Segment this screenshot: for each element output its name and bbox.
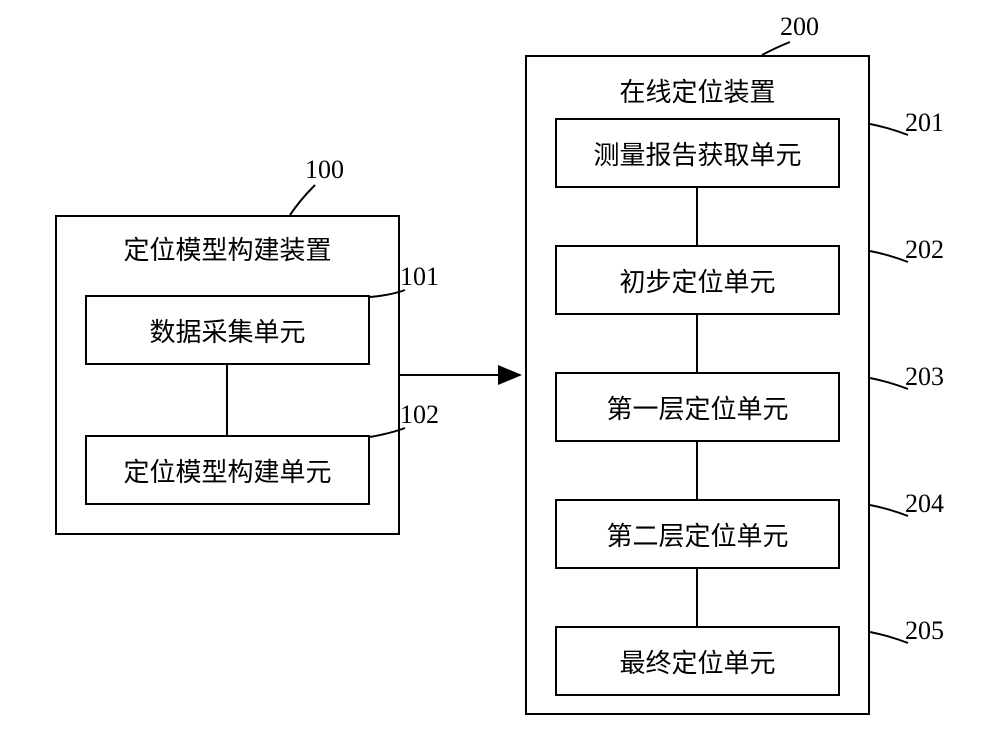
- box-201-text: 测量报告获取单元: [593, 135, 801, 172]
- box-204-text: 第二层定位单元: [606, 516, 788, 553]
- box-102: 定位模型构建单元: [85, 435, 370, 505]
- box-203-text: 第一层定位单元: [606, 389, 788, 426]
- box-205: 最终定位单元: [555, 626, 840, 696]
- label-203: 203: [905, 362, 944, 392]
- right-container-title: 在线定位装置: [545, 72, 850, 109]
- box-202: 初步定位单元: [555, 245, 840, 315]
- box-101-text: 数据采集单元: [149, 312, 305, 349]
- box-203: 第一层定位单元: [555, 372, 840, 442]
- box-102-text: 定位模型构建单元: [123, 452, 331, 489]
- box-202-text: 初步定位单元: [619, 262, 775, 299]
- label-205: 205: [905, 616, 944, 646]
- label-100: 100: [305, 155, 344, 185]
- box-204: 第二层定位单元: [555, 499, 840, 569]
- label-204: 204: [905, 489, 944, 519]
- label-201: 201: [905, 108, 944, 138]
- box-201: 测量报告获取单元: [555, 118, 840, 188]
- box-101: 数据采集单元: [85, 295, 370, 365]
- label-101: 101: [400, 262, 439, 292]
- label-200: 200: [780, 12, 819, 42]
- label-202: 202: [905, 235, 944, 265]
- label-102: 102: [400, 400, 439, 430]
- left-container-title: 定位模型构建装置: [75, 230, 380, 267]
- box-205-text: 最终定位单元: [619, 643, 775, 680]
